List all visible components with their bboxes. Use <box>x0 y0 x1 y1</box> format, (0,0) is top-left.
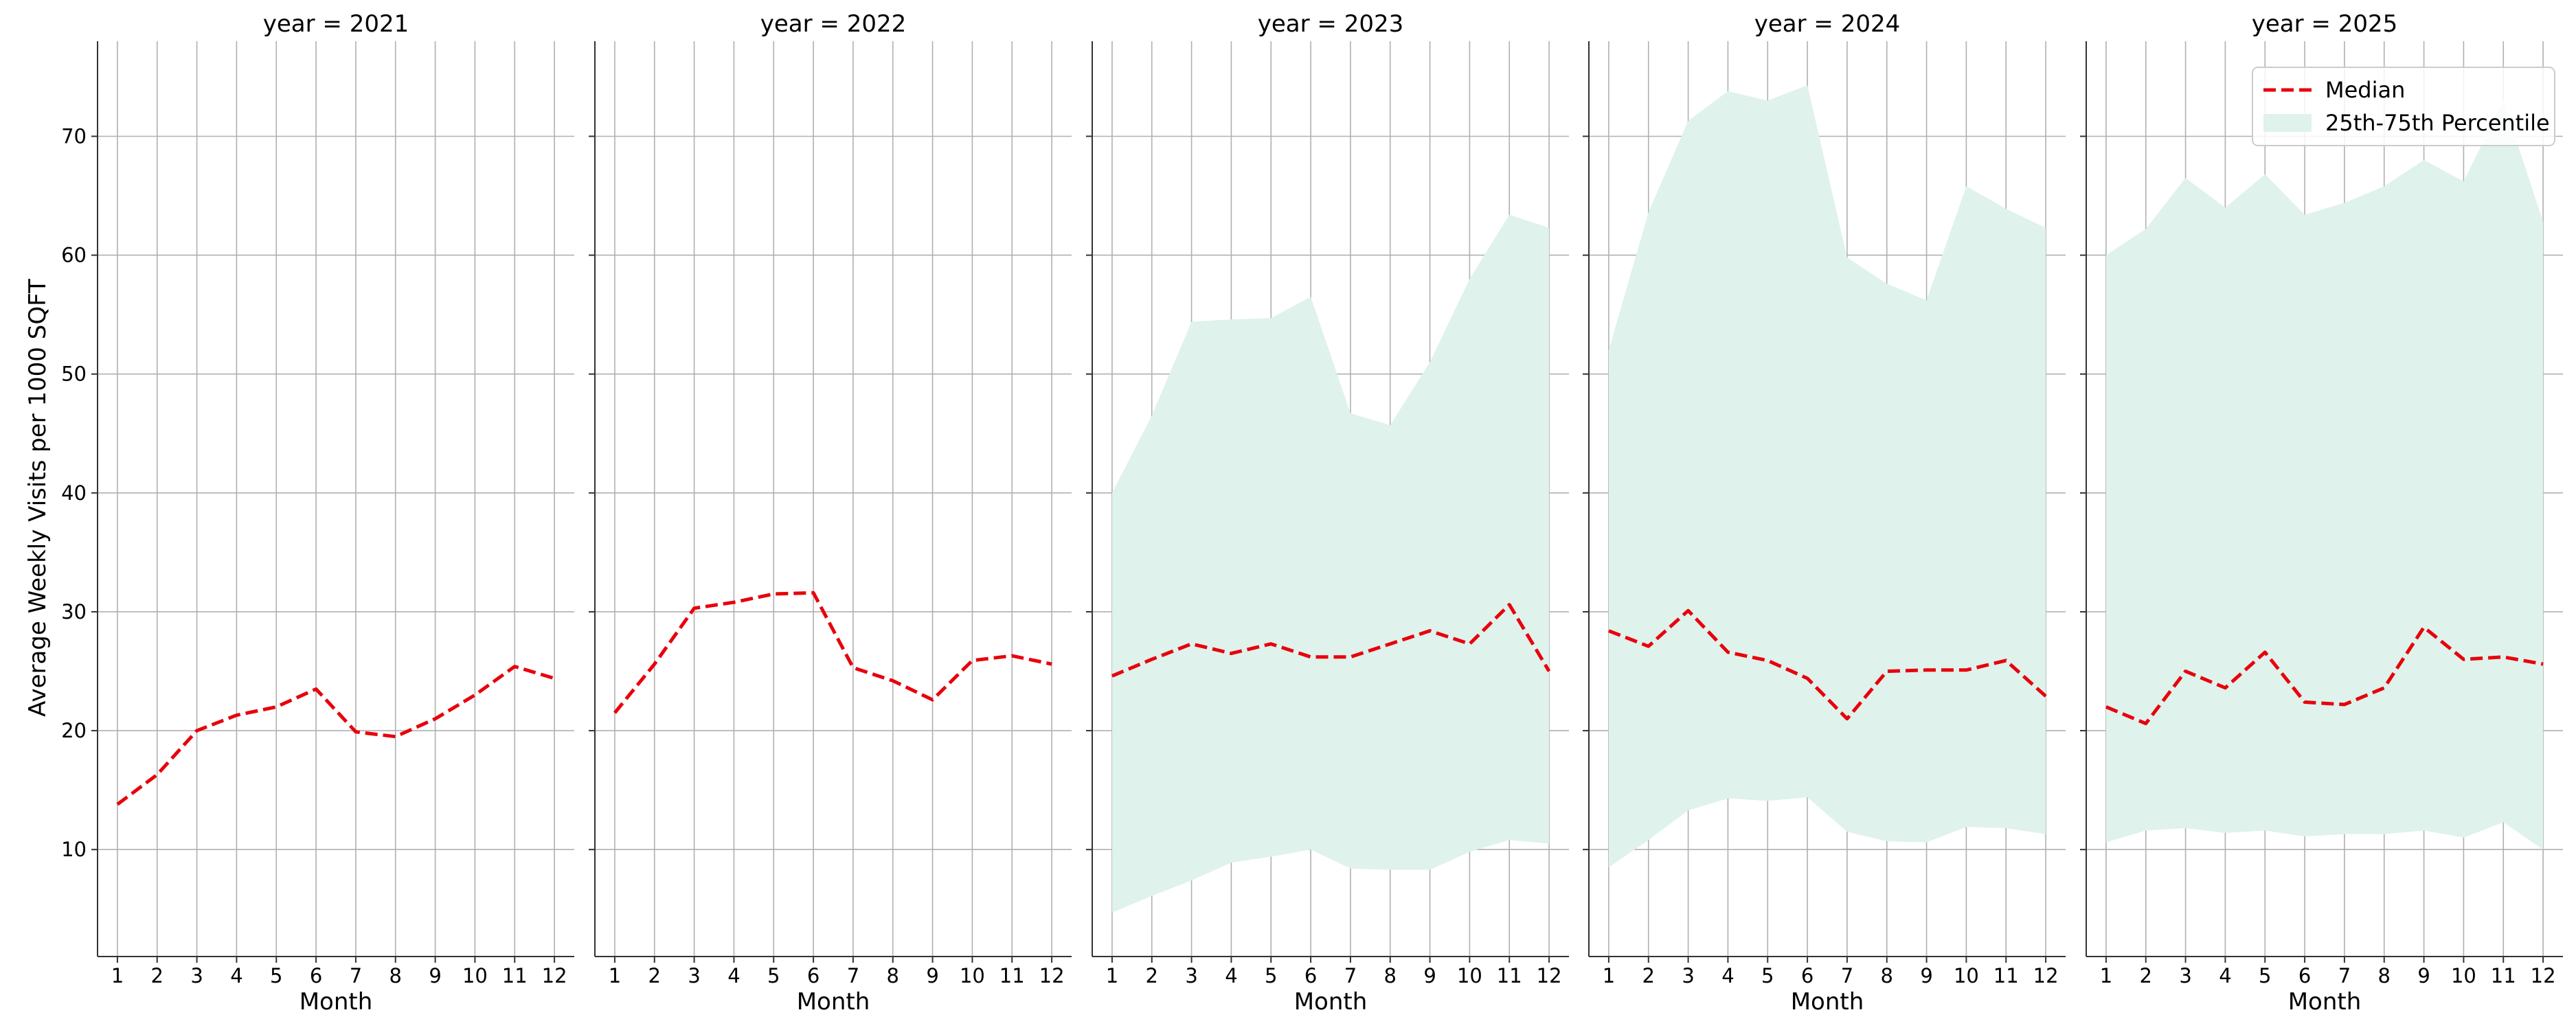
y-tick-label: 70 <box>61 124 87 148</box>
x-tick-label: 8 <box>389 964 402 987</box>
x-tick-label: 9 <box>429 964 441 987</box>
legend-label: Median <box>2325 77 2405 103</box>
x-tick-label: 7 <box>350 964 362 987</box>
x-axis-label: Month <box>300 988 373 1016</box>
x-tick-label: 2 <box>1146 964 1158 987</box>
x-tick-label: 11 <box>999 964 1025 987</box>
x-tick-label: 7 <box>2338 964 2351 987</box>
legend: Median 25th-75th Percentile <box>2252 67 2555 146</box>
x-tick-label: 7 <box>1841 964 1853 987</box>
x-tick-label: 11 <box>502 964 528 987</box>
x-tick-label: 3 <box>1185 964 1197 987</box>
legend-label: 25th-75th Percentile <box>2325 110 2550 136</box>
x-tick-label: 1 <box>609 964 621 987</box>
x-tick-label: 12 <box>2531 964 2556 987</box>
x-tick-label: 7 <box>1344 964 1357 987</box>
x-tick-label: 9 <box>1423 964 1436 987</box>
grid <box>98 41 574 957</box>
x-tick-label: 11 <box>2491 964 2516 987</box>
x-tick-label: 4 <box>2219 964 2231 987</box>
x-tick-label: 2 <box>2140 964 2152 987</box>
x-axis-label: Month <box>2288 988 2362 1016</box>
x-tick-label: 12 <box>2033 964 2059 987</box>
x-tick-label: 8 <box>1384 964 1397 987</box>
x-tick-label: 9 <box>1920 964 1932 987</box>
x-tick-label: 7 <box>847 964 859 987</box>
x-tick-label: 12 <box>1039 964 1065 987</box>
x-tick-label: 8 <box>1881 964 1893 987</box>
x-tick-label: 6 <box>1801 964 1814 987</box>
x-tick-label: 10 <box>462 964 488 987</box>
percentile-band <box>1608 85 2046 868</box>
x-tick-label: 2 <box>648 964 661 987</box>
panel-title: year = 2021 <box>263 10 409 38</box>
median-line <box>116 665 555 806</box>
y-tick-label: 10 <box>61 838 87 861</box>
x-tick-label: 10 <box>1457 964 1482 987</box>
x-tick-label: 4 <box>1721 964 1734 987</box>
percentile-band <box>2105 100 2544 850</box>
x-tick-label: 4 <box>1225 964 1237 987</box>
x-tick-label: 1 <box>111 964 124 987</box>
median-line <box>2105 625 2544 726</box>
x-tick-label: 4 <box>230 964 242 987</box>
x-tick-label: 3 <box>2179 964 2191 987</box>
legend-box <box>2252 67 2555 146</box>
percentile-band <box>1111 214 1550 913</box>
x-tick-label: 3 <box>190 964 203 987</box>
grid <box>595 41 1072 957</box>
x-tick-label: 12 <box>1537 964 1562 987</box>
x-tick-label: 1 <box>1106 964 1118 987</box>
x-tick-label: 6 <box>1304 964 1317 987</box>
panel-title: year = 2024 <box>1754 10 1900 38</box>
x-tick-label: 3 <box>1682 964 1694 987</box>
x-tick-label: 5 <box>2259 964 2271 987</box>
x-tick-label: 5 <box>270 964 282 987</box>
y-tick-label: 30 <box>61 600 87 623</box>
x-tick-label: 6 <box>2298 964 2311 987</box>
x-axis-label: Month <box>1294 988 1368 1016</box>
x-axis-label: Month <box>797 988 870 1016</box>
x-tick-label: 12 <box>542 964 567 987</box>
x-tick-label: 4 <box>727 964 740 987</box>
y-tick-label: 50 <box>61 363 87 386</box>
x-tick-label: 11 <box>1497 964 1522 987</box>
x-tick-label: 8 <box>2378 964 2391 987</box>
x-tick-label: 2 <box>151 964 163 987</box>
x-tick-label: 5 <box>1761 964 1774 987</box>
legend-swatch-percentile <box>2263 114 2312 132</box>
x-tick-label: 5 <box>767 964 780 987</box>
panel-title: year = 2025 <box>2252 10 2397 38</box>
x-tick-label: 10 <box>2451 964 2476 987</box>
x-tick-label: 1 <box>2100 964 2112 987</box>
x-tick-label: 10 <box>1954 964 1979 987</box>
x-tick-label: 8 <box>887 964 899 987</box>
y-tick-label: 20 <box>61 719 87 742</box>
x-tick-label: 5 <box>1265 964 1277 987</box>
x-tick-label: 10 <box>960 964 985 987</box>
y-tick-label: 40 <box>61 481 87 505</box>
y-axis-label: Average Weekly Visits per 1000 SQFT <box>24 279 52 717</box>
y-tick-label: 60 <box>61 244 87 267</box>
x-tick-label: 11 <box>1993 964 2019 987</box>
x-axis-label: Month <box>1791 988 1864 1016</box>
x-tick-label: 1 <box>1603 964 1615 987</box>
x-tick-label: 3 <box>688 964 700 987</box>
median-line <box>1111 603 1551 678</box>
median-line <box>613 591 1052 714</box>
panel-title: year = 2023 <box>1258 10 1403 38</box>
x-tick-label: 6 <box>807 964 820 987</box>
panel-title: year = 2022 <box>760 10 906 38</box>
x-tick-label: 9 <box>2417 964 2430 987</box>
x-tick-label: 2 <box>1642 964 1655 987</box>
x-tick-label: 9 <box>926 964 938 987</box>
x-tick-label: 6 <box>310 964 322 987</box>
